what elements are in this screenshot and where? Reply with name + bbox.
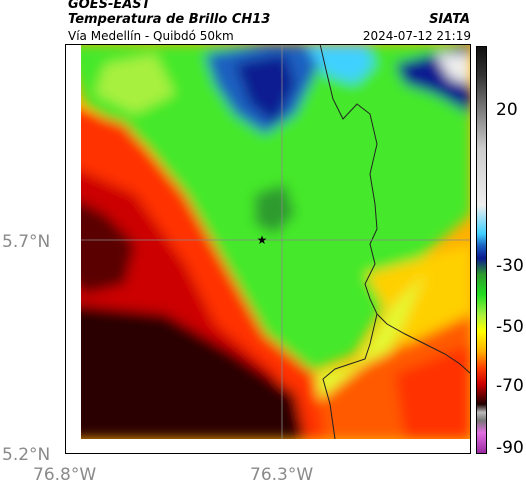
y-tick-label: 5.7°N	[2, 232, 51, 252]
colorbar-tick-label: 20	[496, 100, 518, 120]
route-label: Vía Medellín - Quibdó 50km	[68, 29, 234, 43]
x-tick-label: 76.3°W	[250, 465, 314, 485]
colorbar-tick-label: -70	[496, 376, 524, 396]
y-tick-label: 5.2°N	[2, 445, 51, 465]
colorbar	[476, 46, 487, 454]
colorbar-tick-label: -30	[496, 256, 524, 276]
border-line-south	[322, 313, 378, 439]
colorbar-tick-label: -90	[496, 438, 524, 458]
brightness-temperature-field	[81, 44, 471, 439]
timestamp: 2024-07-12 21:19	[362, 29, 471, 43]
x-tick-label: 76.8°W	[33, 465, 97, 485]
brand-label: SIATA	[429, 12, 470, 27]
product-title: Temperatura de Brillo CH13	[68, 12, 271, 27]
map-title: GOES-EAST	[68, 0, 151, 12]
colorbar-tick-label: -50	[496, 317, 524, 337]
border-line	[319, 44, 471, 375]
star-icon: ★	[257, 233, 268, 247]
satellite-map: ★	[65, 44, 471, 454]
